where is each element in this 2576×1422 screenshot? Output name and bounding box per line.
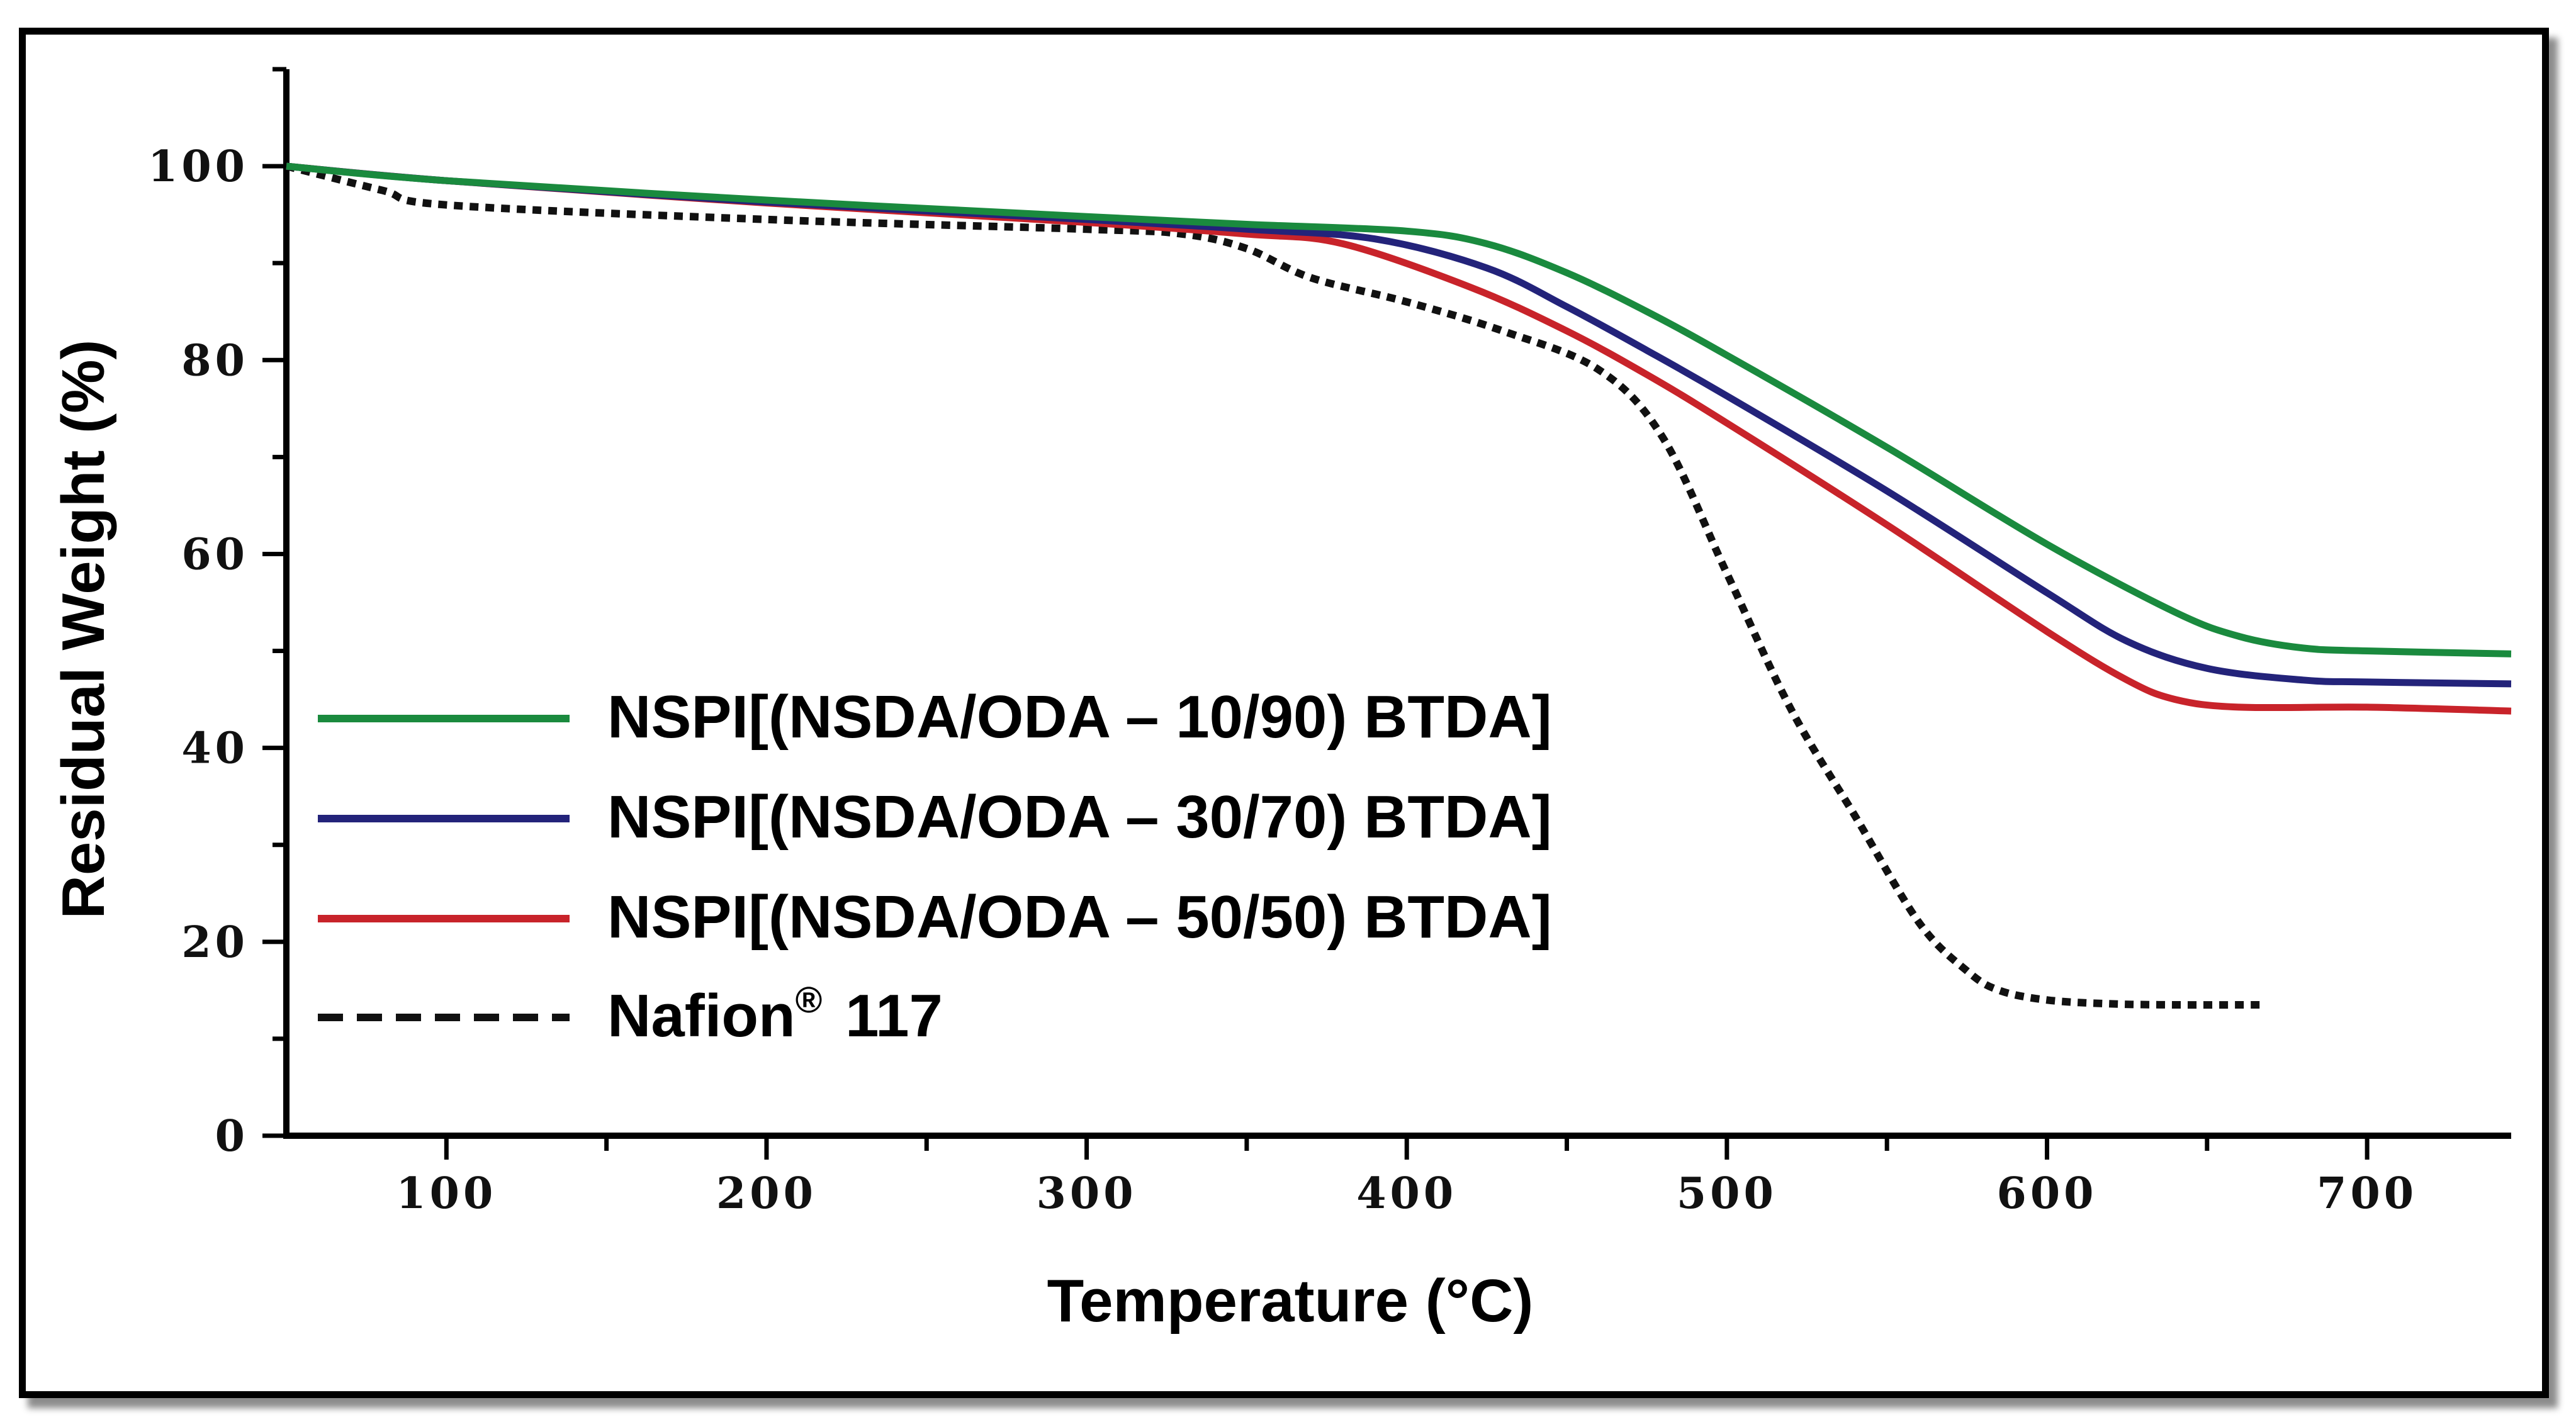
x-tick-label: 400 <box>1356 1168 1457 1219</box>
chart-frame <box>19 28 2549 1398</box>
series-line-3 <box>286 162 2512 715</box>
y-tick-label: 80 <box>181 335 249 386</box>
legend-label: NSPI[(NSDA/ODA – 30/70) BTDA] <box>607 783 1552 851</box>
x-tick-label: 600 <box>1997 1168 2098 1219</box>
x-tick-label: 300 <box>1037 1168 1137 1219</box>
x-axis-title: Temperature (°C) <box>1047 1267 1534 1335</box>
axes: 0 20 40 60 80 100 100 200 300 400 500 600 700 <box>148 67 2511 1219</box>
x-tick-label: 500 <box>1677 1168 1777 1219</box>
y-tick-label: 40 <box>181 724 249 774</box>
y-tick-label: 100 <box>148 142 249 192</box>
series-line-1 <box>286 162 2512 658</box>
y-tick-label: 0 <box>215 1111 249 1162</box>
series-line-4 <box>285 162 2265 1009</box>
legend-label: NSPI[(NSDA/ODA – 50/50) BTDA] <box>607 883 1552 951</box>
legend: NSPI[(NSDA/ODA – 10/90) BTDA] NSPI[(NSDA/… <box>318 683 1552 1050</box>
series-layer <box>285 162 2512 1009</box>
legend-label: Nafion® 117 <box>607 980 943 1050</box>
y-tick-label: 60 <box>181 529 249 579</box>
x-tick-label: 200 <box>716 1168 817 1219</box>
series-line-2 <box>286 162 2512 688</box>
y-tick-label: 20 <box>181 917 249 968</box>
x-tick-label: 700 <box>2317 1168 2417 1219</box>
legend-label: NSPI[(NSDA/ODA – 10/90) BTDA] <box>607 683 1552 751</box>
x-tick-label: 100 <box>396 1168 497 1219</box>
y-axis-title: Residual Weight (%) <box>50 340 117 919</box>
